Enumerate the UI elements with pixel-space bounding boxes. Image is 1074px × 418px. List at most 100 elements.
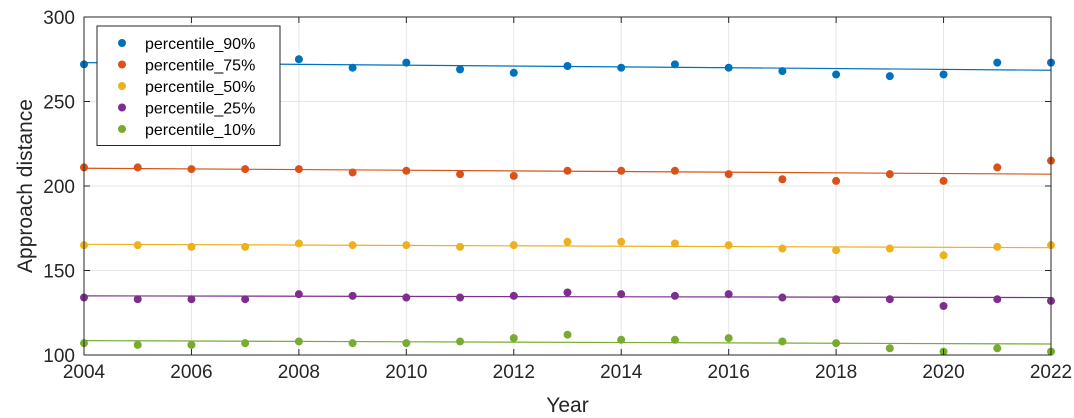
x-tick-label: 2020 — [922, 362, 964, 383]
data-point — [348, 168, 357, 177]
legend-box — [96, 25, 281, 146]
data-point — [241, 339, 250, 348]
y-tick-label: 250 — [43, 93, 75, 114]
legend-label: percentile_25% — [145, 101, 255, 118]
data-point — [670, 60, 679, 69]
data-point — [724, 170, 733, 179]
x-tick-label: 2010 — [385, 362, 427, 383]
data-point — [456, 293, 465, 302]
data-point — [402, 58, 411, 67]
data-point — [993, 344, 1002, 353]
data-point — [993, 295, 1002, 304]
data-point — [563, 166, 572, 175]
data-point — [348, 339, 357, 348]
data-point — [939, 70, 948, 79]
data-point — [885, 344, 894, 353]
data-point — [832, 295, 841, 304]
data-point — [509, 68, 518, 77]
data-point — [939, 251, 948, 260]
data-point — [294, 165, 303, 174]
data-point — [563, 330, 572, 339]
legend-label: percentile_90% — [145, 36, 255, 53]
data-point — [617, 166, 626, 175]
data-point — [133, 295, 142, 304]
data-point — [294, 337, 303, 346]
x-axis-label: Year — [546, 394, 588, 417]
x-axis-ticks: 2004 2006 2008 2010 2012 2014 2016 2018 2020 2022 — [63, 17, 1072, 383]
data-point — [402, 293, 411, 302]
data-point — [993, 242, 1002, 251]
y-axis-label: Approach distance — [14, 99, 37, 273]
legend-marker — [118, 39, 126, 47]
x-tick-label: 2018 — [815, 362, 857, 383]
x-tick-label: 2006 — [170, 362, 212, 383]
data-point — [241, 295, 250, 304]
data-point — [724, 241, 733, 250]
data-point — [294, 239, 303, 248]
legend: percentile_90% percentile_75% percentile_5… — [96, 25, 281, 146]
data-point — [294, 55, 303, 64]
data-point — [509, 291, 518, 300]
data-point — [241, 242, 250, 251]
data-point — [187, 165, 196, 174]
data-point — [402, 166, 411, 175]
legend-label: percentile_50% — [145, 79, 255, 96]
x-tick-label: 2022 — [1030, 362, 1072, 383]
data-point — [832, 70, 841, 79]
data-point — [617, 237, 626, 246]
data-point — [348, 291, 357, 300]
data-point — [133, 340, 142, 349]
data-point — [670, 291, 679, 300]
legend-label: percentile_75% — [145, 58, 255, 75]
y-tick-label: 200 — [43, 177, 75, 198]
data-point — [832, 176, 841, 185]
data-point — [670, 166, 679, 175]
legend-marker — [118, 82, 126, 90]
y-tick-label: 300 — [43, 8, 75, 29]
data-point — [509, 334, 518, 343]
data-point — [563, 288, 572, 297]
data-point — [402, 241, 411, 250]
data-point — [402, 339, 411, 348]
data-point — [939, 176, 948, 185]
data-point — [670, 239, 679, 248]
data-point — [993, 58, 1002, 67]
data-point — [885, 170, 894, 179]
data-point — [509, 241, 518, 250]
x-tick-label: 2008 — [278, 362, 320, 383]
legend-marker — [118, 60, 126, 69]
data-point — [670, 335, 679, 344]
y-tick-label: 100 — [43, 346, 75, 367]
data-point — [885, 295, 894, 304]
data-point — [939, 301, 948, 310]
data-point — [563, 62, 572, 71]
data-point — [778, 175, 787, 184]
data-point — [348, 241, 357, 250]
data-point — [456, 170, 465, 179]
data-point — [456, 337, 465, 346]
data-point — [133, 241, 142, 250]
data-point — [563, 237, 572, 246]
data-point — [885, 244, 894, 253]
data-point — [617, 290, 626, 299]
x-tick-label: 2016 — [708, 362, 750, 383]
data-point — [778, 293, 787, 302]
data-point — [724, 334, 733, 343]
legend-label: percentile_10% — [145, 122, 255, 139]
data-point — [133, 163, 142, 172]
data-point — [509, 171, 518, 180]
data-point — [885, 72, 894, 81]
data-point — [187, 295, 196, 304]
trend-line — [83, 340, 1052, 345]
data-point — [187, 340, 196, 349]
data-point — [294, 290, 303, 299]
data-point — [724, 290, 733, 299]
data-point — [993, 163, 1002, 172]
data-point — [778, 67, 787, 76]
data-point — [778, 244, 787, 253]
x-tick-label: 2014 — [600, 362, 643, 383]
data-point — [617, 335, 626, 344]
legend-marker — [118, 103, 126, 112]
data-point — [241, 165, 250, 174]
